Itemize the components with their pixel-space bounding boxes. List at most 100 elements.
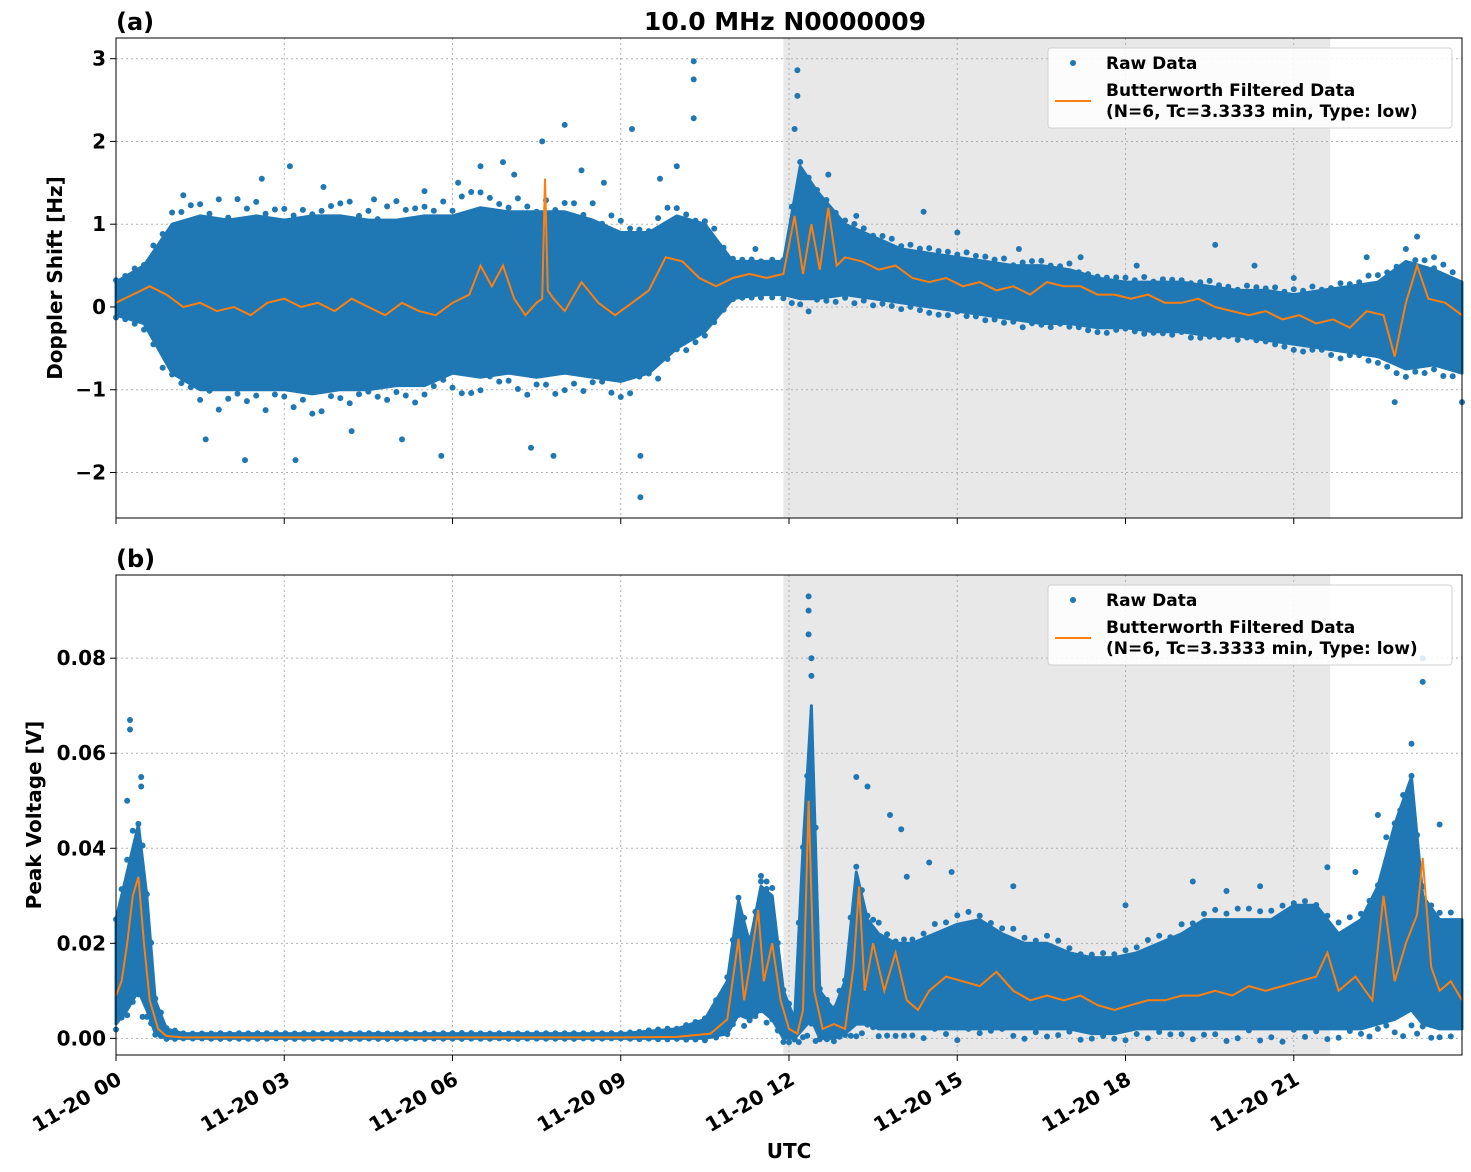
raw-data-point [440, 1030, 447, 1037]
raw-data-point [1436, 1034, 1443, 1041]
raw-data-point [608, 212, 615, 219]
raw-data-point [729, 255, 736, 262]
raw-data-point [589, 379, 596, 386]
raw-data-point [1010, 318, 1017, 325]
raw-data-outlier-19 [561, 121, 568, 128]
raw-data-point [976, 912, 983, 919]
raw-data-point [1001, 319, 1007, 326]
raw-data-point [217, 1030, 224, 1037]
y-tick-label-1: −1 [75, 378, 106, 402]
raw-data-point [1212, 906, 1219, 913]
raw-data-point [774, 939, 781, 946]
raw-data-point [189, 1030, 196, 1037]
raw-data-point [1414, 1030, 1421, 1037]
raw-data-point [1178, 329, 1185, 335]
raw-data-point [187, 384, 194, 391]
raw-data-point [991, 256, 998, 263]
raw-data-point [1187, 334, 1194, 341]
raw-data-point [143, 891, 150, 898]
raw-data-outlier-29 [1419, 678, 1426, 685]
raw-data-point [926, 245, 933, 252]
raw-data-outlier-2 [138, 774, 145, 780]
raw-data-point [805, 174, 812, 181]
raw-data-point [804, 772, 811, 779]
raw-data-outlier-23 [637, 494, 644, 501]
raw-data-outlier-16 [903, 873, 910, 880]
legend-label-filtered-a: Butterworth Filtered Data [1106, 81, 1355, 101]
raw-data-point [1257, 1037, 1264, 1044]
raw-data-point [769, 256, 776, 263]
raw-data-point [1356, 279, 1363, 286]
raw-data-point [215, 196, 222, 203]
raw-data-point [1262, 285, 1269, 292]
raw-data-point [823, 1036, 830, 1043]
raw-data-point [1245, 1027, 1252, 1034]
raw-data-point [884, 931, 891, 938]
raw-data-point [1094, 273, 1101, 280]
raw-data-point [673, 205, 680, 212]
raw-data-point [206, 387, 213, 394]
raw-data-point [645, 370, 652, 377]
raw-data-outlier-15 [511, 171, 518, 178]
raw-data-point [645, 228, 652, 235]
raw-data-point [1197, 334, 1204, 341]
raw-data-point [1225, 333, 1232, 340]
raw-data-point [1253, 284, 1260, 291]
raw-data-point [788, 203, 795, 210]
raw-data-point [143, 1013, 150, 1020]
raw-data-point [847, 914, 854, 921]
raw-data-point [858, 1030, 865, 1037]
raw-data-point [262, 407, 269, 414]
raw-data-point [1383, 1022, 1390, 1029]
raw-data-point [1366, 1033, 1373, 1040]
raw-data-point [1144, 937, 1151, 943]
raw-data-point [1010, 262, 1017, 269]
raw-data-point [1447, 1033, 1454, 1040]
raw-data-point [1010, 925, 1017, 932]
raw-data-outlier-27 [1397, 807, 1404, 814]
raw-data-point [533, 381, 540, 388]
raw-data-point [514, 195, 521, 202]
raw-data-point [197, 201, 204, 208]
raw-data-outlier-2 [242, 457, 248, 464]
raw-data-point [965, 1025, 972, 1032]
raw-data-point [1066, 1028, 1073, 1035]
raw-data-point [129, 827, 136, 834]
raw-data-point [234, 390, 241, 397]
raw-data-point [514, 1030, 521, 1037]
raw-data-point [171, 1027, 178, 1034]
raw-data-point [982, 317, 989, 324]
raw-data-point [683, 347, 690, 354]
raw-data-point [253, 392, 260, 399]
raw-data-point [1431, 265, 1437, 272]
raw-data-point [131, 320, 138, 327]
raw-data-point [1408, 1022, 1415, 1029]
raw-data-point [752, 1013, 759, 1020]
raw-data-point [393, 1030, 400, 1037]
raw-data-point [571, 1030, 577, 1037]
raw-data-point [673, 346, 680, 353]
x-tick-label-2: 11-20 06 [364, 1067, 462, 1137]
raw-data-point [346, 400, 353, 407]
raw-data-point [875, 1033, 882, 1040]
raw-data-point [589, 1030, 596, 1037]
raw-data-point [458, 1030, 465, 1036]
raw-data-point [1328, 352, 1335, 358]
raw-data-point [561, 200, 568, 206]
raw-data-outlier-3 [138, 783, 145, 790]
raw-data-point [1032, 937, 1039, 944]
raw-data-point [319, 1030, 326, 1037]
raw-data-point [122, 273, 129, 279]
raw-data-point [1057, 263, 1064, 270]
raw-data-point [524, 1030, 531, 1037]
raw-data-point [299, 396, 306, 403]
raw-data-outlier-6 [320, 184, 327, 190]
legend-label-filtered-b: Butterworth Filtered Data [1106, 618, 1355, 638]
raw-data-point [1159, 330, 1166, 337]
raw-data-point [1412, 257, 1419, 264]
raw-data-point [1212, 1031, 1219, 1038]
raw-data-point [1436, 909, 1443, 916]
raw-data-point [197, 396, 204, 403]
raw-data-point [999, 925, 1006, 932]
raw-data-point [365, 207, 372, 214]
